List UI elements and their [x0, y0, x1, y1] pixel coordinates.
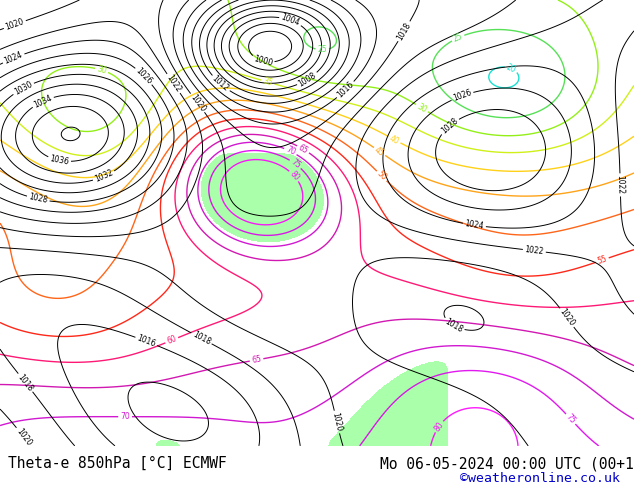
Text: 25: 25 — [318, 46, 327, 54]
Text: 1018: 1018 — [396, 21, 413, 42]
Text: 65: 65 — [251, 355, 262, 365]
Text: 35: 35 — [262, 76, 274, 88]
Text: 80: 80 — [288, 170, 301, 183]
Text: 1018: 1018 — [16, 372, 35, 393]
Text: 1036: 1036 — [49, 154, 70, 167]
Text: 1026: 1026 — [451, 88, 473, 103]
Text: 1018: 1018 — [191, 330, 212, 347]
Text: 1004: 1004 — [280, 13, 301, 28]
Text: 1020: 1020 — [330, 412, 344, 433]
Text: ©weatheronline.co.uk: ©weatheronline.co.uk — [460, 472, 619, 485]
Text: 70: 70 — [120, 412, 130, 421]
Text: 70: 70 — [284, 145, 297, 157]
Text: 1020: 1020 — [14, 427, 33, 447]
Text: 1012: 1012 — [210, 74, 231, 94]
Text: 25: 25 — [452, 32, 464, 44]
Text: 1026: 1026 — [134, 66, 154, 86]
Text: 30: 30 — [96, 64, 108, 76]
Text: 1022: 1022 — [616, 175, 625, 195]
Text: 75: 75 — [289, 157, 302, 171]
Text: 1028: 1028 — [28, 193, 48, 205]
Text: 1020: 1020 — [188, 93, 207, 113]
Text: 1032: 1032 — [93, 169, 115, 184]
Text: 1030: 1030 — [13, 80, 34, 97]
Text: 1022: 1022 — [164, 73, 183, 94]
Text: 60: 60 — [165, 334, 178, 346]
Text: 40: 40 — [388, 133, 401, 146]
Text: 55: 55 — [596, 254, 608, 266]
Text: 1024: 1024 — [3, 50, 24, 66]
Text: 30: 30 — [415, 102, 429, 115]
Text: 1000: 1000 — [252, 54, 273, 68]
Text: 1020: 1020 — [4, 17, 25, 32]
Text: 1008: 1008 — [297, 71, 318, 88]
Text: 50: 50 — [375, 170, 388, 183]
Text: 1022: 1022 — [524, 245, 545, 256]
Text: 45: 45 — [373, 145, 386, 158]
Text: 1018: 1018 — [443, 317, 464, 334]
Text: 20: 20 — [505, 63, 517, 74]
Text: 75: 75 — [564, 413, 578, 426]
Text: Theta-e 850hPa [°C] ECMWF: Theta-e 850hPa [°C] ECMWF — [8, 456, 226, 471]
Text: 65: 65 — [297, 143, 309, 155]
Text: 80: 80 — [432, 420, 445, 433]
Text: Mo 06-05-2024 00:00 UTC (00+120): Mo 06-05-2024 00:00 UTC (00+120) — [380, 456, 634, 471]
Text: 1016: 1016 — [136, 334, 157, 349]
Text: 1024: 1024 — [464, 220, 484, 231]
Text: 1020: 1020 — [557, 307, 576, 328]
Text: 1034: 1034 — [32, 93, 53, 110]
Text: 1016: 1016 — [335, 80, 356, 100]
Text: 1028: 1028 — [439, 116, 460, 136]
